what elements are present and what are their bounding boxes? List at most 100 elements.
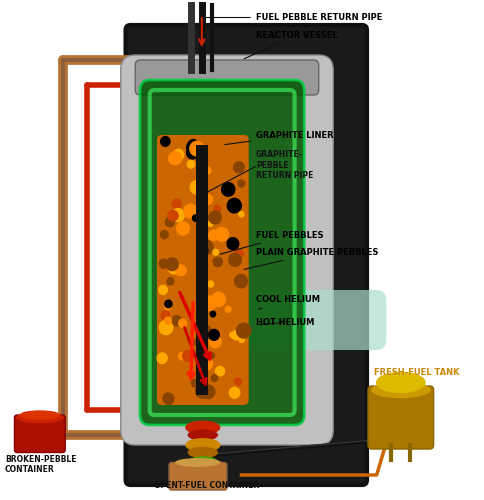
Ellipse shape bbox=[17, 412, 63, 422]
Text: FRESH-FUEL TANK: FRESH-FUEL TANK bbox=[374, 368, 460, 377]
Circle shape bbox=[215, 366, 225, 376]
FancyBboxPatch shape bbox=[157, 135, 249, 405]
Ellipse shape bbox=[188, 430, 217, 440]
Circle shape bbox=[210, 336, 221, 348]
Circle shape bbox=[168, 210, 178, 221]
Circle shape bbox=[165, 304, 171, 310]
Circle shape bbox=[235, 378, 242, 385]
Circle shape bbox=[191, 380, 198, 387]
Text: FUEL PEBBLES: FUEL PEBBLES bbox=[220, 230, 323, 254]
Circle shape bbox=[209, 330, 219, 340]
Circle shape bbox=[215, 228, 228, 241]
Circle shape bbox=[239, 336, 244, 342]
Text: GRAPHITE LINER: GRAPHITE LINER bbox=[225, 130, 333, 144]
Circle shape bbox=[232, 330, 241, 340]
Circle shape bbox=[165, 300, 172, 308]
Circle shape bbox=[209, 353, 214, 358]
FancyBboxPatch shape bbox=[169, 462, 227, 490]
Circle shape bbox=[237, 324, 251, 338]
Circle shape bbox=[222, 182, 235, 196]
Circle shape bbox=[226, 306, 231, 312]
Circle shape bbox=[160, 230, 168, 238]
FancyBboxPatch shape bbox=[121, 55, 333, 445]
Circle shape bbox=[202, 385, 215, 398]
Circle shape bbox=[210, 311, 216, 317]
Text: COOL HELIUM: COOL HELIUM bbox=[256, 296, 320, 309]
Circle shape bbox=[177, 222, 189, 235]
Circle shape bbox=[159, 320, 173, 334]
Text: GRAPHITE-
PEBBLE
RETURN PIPE: GRAPHITE- PEBBLE RETURN PIPE bbox=[256, 150, 313, 180]
Circle shape bbox=[165, 317, 171, 324]
Text: PLAIN GRAPHITE PEBBLES: PLAIN GRAPHITE PEBBLES bbox=[244, 248, 378, 270]
Circle shape bbox=[209, 211, 221, 224]
Text: REACTOR VESSEL: REACTOR VESSEL bbox=[244, 30, 337, 59]
Ellipse shape bbox=[176, 459, 220, 466]
Circle shape bbox=[208, 222, 213, 226]
Circle shape bbox=[212, 375, 218, 382]
Circle shape bbox=[197, 324, 212, 340]
Ellipse shape bbox=[186, 421, 220, 434]
Circle shape bbox=[213, 257, 222, 266]
Circle shape bbox=[190, 142, 204, 156]
Circle shape bbox=[204, 167, 211, 174]
Circle shape bbox=[161, 311, 170, 320]
Text: HOT HELIUM: HOT HELIUM bbox=[256, 318, 314, 327]
Ellipse shape bbox=[377, 372, 425, 392]
Circle shape bbox=[179, 266, 186, 274]
FancyBboxPatch shape bbox=[368, 386, 434, 449]
Circle shape bbox=[176, 265, 186, 276]
Circle shape bbox=[182, 350, 193, 361]
Circle shape bbox=[213, 250, 219, 255]
Circle shape bbox=[229, 253, 242, 266]
Circle shape bbox=[188, 140, 198, 149]
Text: BROKEN-PEBBLE
CONTAINER: BROKEN-PEBBLE CONTAINER bbox=[5, 455, 76, 474]
Ellipse shape bbox=[186, 439, 220, 451]
FancyBboxPatch shape bbox=[246, 290, 386, 350]
Circle shape bbox=[239, 212, 244, 217]
Circle shape bbox=[198, 245, 208, 255]
Circle shape bbox=[163, 393, 174, 404]
FancyBboxPatch shape bbox=[135, 60, 318, 95]
Circle shape bbox=[209, 230, 219, 240]
Ellipse shape bbox=[20, 411, 59, 419]
Circle shape bbox=[199, 240, 213, 255]
Circle shape bbox=[168, 262, 180, 274]
Ellipse shape bbox=[372, 382, 430, 398]
Circle shape bbox=[202, 296, 216, 310]
Circle shape bbox=[190, 180, 203, 194]
Circle shape bbox=[172, 316, 182, 326]
Circle shape bbox=[159, 259, 168, 268]
Circle shape bbox=[235, 274, 247, 288]
Circle shape bbox=[184, 204, 197, 218]
Circle shape bbox=[193, 215, 198, 222]
Circle shape bbox=[172, 208, 184, 222]
Circle shape bbox=[196, 255, 204, 263]
Circle shape bbox=[235, 249, 243, 258]
Circle shape bbox=[165, 218, 174, 227]
Ellipse shape bbox=[188, 448, 217, 458]
Circle shape bbox=[187, 160, 195, 168]
Circle shape bbox=[196, 384, 209, 398]
Bar bbox=[196, 145, 208, 395]
FancyBboxPatch shape bbox=[140, 80, 304, 425]
Ellipse shape bbox=[188, 457, 217, 468]
Circle shape bbox=[179, 319, 187, 328]
Circle shape bbox=[172, 199, 181, 208]
Circle shape bbox=[203, 194, 212, 204]
Circle shape bbox=[198, 349, 207, 358]
Circle shape bbox=[173, 150, 184, 160]
Circle shape bbox=[169, 152, 182, 165]
Circle shape bbox=[214, 206, 221, 212]
Circle shape bbox=[200, 357, 212, 370]
Circle shape bbox=[238, 180, 245, 187]
Text: FUEL PEBBLE RETURN PIPE: FUEL PEBBLE RETURN PIPE bbox=[205, 13, 382, 22]
Circle shape bbox=[178, 352, 185, 360]
Circle shape bbox=[157, 353, 167, 364]
Circle shape bbox=[197, 160, 206, 169]
Ellipse shape bbox=[171, 460, 225, 470]
Circle shape bbox=[208, 281, 213, 287]
FancyBboxPatch shape bbox=[15, 415, 65, 453]
Circle shape bbox=[167, 278, 174, 285]
Circle shape bbox=[187, 140, 200, 154]
Circle shape bbox=[193, 339, 199, 345]
